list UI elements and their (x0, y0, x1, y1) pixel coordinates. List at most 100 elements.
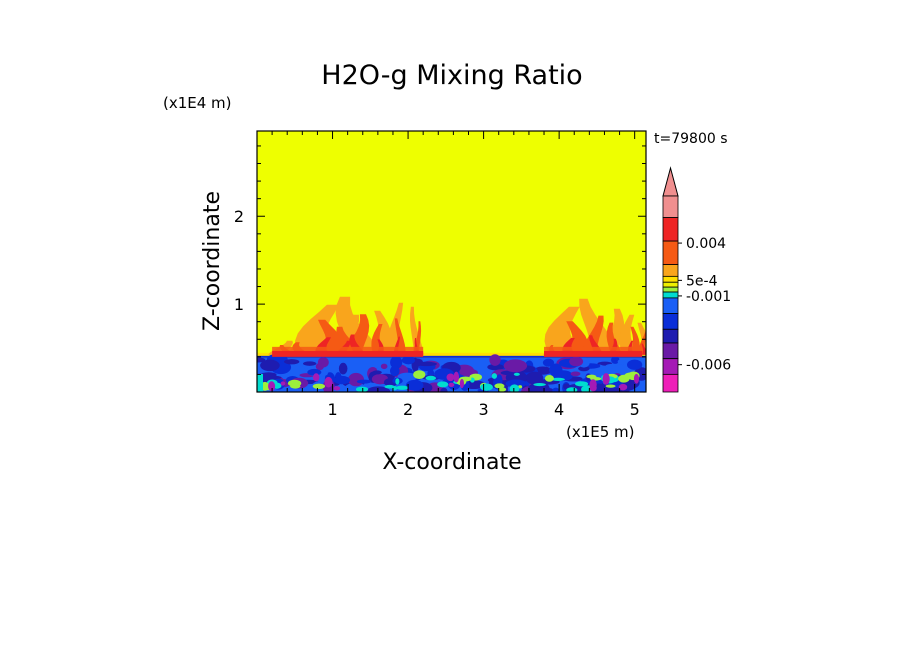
surface-cell (312, 383, 326, 390)
surface-cell-dark (602, 373, 610, 385)
plume-base (272, 350, 424, 357)
colorbar-segment (662, 342, 679, 360)
turbulence-cell (315, 362, 324, 371)
surface-cell-dark (459, 378, 465, 389)
colorbar-label: -0.006 (686, 358, 731, 374)
colorbar-segment (662, 286, 679, 293)
x-tick-label: 3 (479, 400, 489, 419)
colorbar-segment (662, 240, 679, 266)
surface-cell-dark (333, 386, 341, 391)
surface-cell (290, 383, 301, 389)
boundary-layer-top (257, 352, 646, 358)
surface-cell-dark (280, 381, 286, 386)
left-edge-band (257, 374, 263, 392)
plume-base (544, 350, 643, 357)
turbulence-cell (626, 359, 643, 370)
turbulence-cell (552, 387, 560, 392)
turbulence-cell (338, 362, 348, 375)
surface-cell (509, 384, 520, 392)
surface-cell (491, 373, 498, 379)
colorbar-segment (662, 297, 679, 315)
turbulence-cell (260, 359, 280, 372)
surface-cell-dark (589, 379, 597, 390)
colorbar-segment (662, 275, 679, 283)
surface-cell (544, 374, 554, 382)
plume-outer (544, 306, 586, 355)
surface-cell-dark (446, 373, 455, 382)
x-tick-label: 1 (327, 400, 337, 419)
plume-inner (412, 321, 422, 355)
turbulence-cell (258, 375, 282, 380)
plume-inner (564, 321, 589, 355)
turbulence-cell (348, 372, 364, 387)
turbulence-cell (570, 371, 581, 377)
plume-inner (580, 315, 604, 355)
turbulence-cell (405, 379, 424, 391)
chart-title: H2O-g Mixing Ratio (321, 60, 582, 91)
surface-cell-dark (312, 373, 320, 382)
turbulence-cell (505, 379, 527, 388)
turbulence-cell (503, 359, 528, 373)
plume-outer (410, 306, 424, 355)
turbulence-cell (380, 363, 388, 370)
turbulence-cell (389, 365, 400, 377)
colorbar-label: -0.001 (686, 289, 731, 305)
y-tick-label: 1 (234, 295, 244, 314)
surface-cell (533, 383, 546, 387)
x-axis-label: X-coordinate (382, 450, 521, 475)
colorbar-label: 0.004 (686, 236, 726, 252)
time-label: t=79800 s (654, 131, 728, 147)
turbulence-cell (605, 363, 624, 369)
colorbar-segment (662, 217, 679, 242)
colorbar-arrow (662, 166, 679, 197)
turbulence-cell (390, 355, 403, 369)
turbulence-cell (617, 358, 628, 365)
plot-frame (256, 130, 647, 393)
surface-cell (513, 372, 520, 376)
turbulence-cell (489, 354, 501, 366)
x-tick-label: 5 (630, 400, 640, 419)
surface-cell (437, 381, 449, 388)
colorbar-label: 5e-4 (686, 273, 718, 289)
x-tick-label: 4 (554, 400, 564, 419)
surface-cell (480, 383, 493, 391)
colorbar-segment (662, 373, 679, 393)
turbulence-cell (487, 363, 504, 371)
surface-cell (395, 385, 409, 390)
turbulence-cell (525, 371, 544, 385)
colorbar-segment (662, 313, 679, 330)
y-axis-label: Z-coordinate (200, 191, 225, 331)
turbulence-cell (356, 379, 372, 384)
surface-cell-dark (618, 383, 628, 391)
colorbar-segment (662, 281, 679, 288)
plume-inner (318, 319, 346, 355)
colorbar-segment (662, 328, 679, 344)
surface-cell-dark (268, 381, 276, 392)
turbulence-cell (284, 359, 300, 365)
plume-base-upper (544, 346, 643, 351)
surface-cell (425, 375, 437, 381)
colorbar-segment (662, 291, 679, 299)
surface-cell (355, 386, 369, 392)
surface-cell-dark (633, 373, 640, 384)
plume-inner (394, 318, 406, 355)
turbulence-cell (366, 389, 374, 392)
surface-cell (497, 387, 507, 392)
surface-cell-dark (448, 382, 455, 387)
surface-cell (618, 374, 630, 383)
y-tick-label: 2 (234, 207, 244, 226)
turbulence-cell (578, 366, 590, 372)
turbulence-cell (303, 361, 317, 366)
turbulence-cell (440, 387, 448, 392)
turbulence-cell (372, 370, 382, 375)
plume-outer (385, 302, 404, 355)
surface-cell (605, 384, 616, 388)
plume-outer (619, 314, 639, 355)
colorbar: 0.004 5e-4-0.001 -0.006 (662, 166, 731, 393)
colorbar-segment (662, 358, 679, 375)
surface-cell (494, 383, 505, 389)
turbulence-cell (333, 375, 351, 385)
y-scale-label: (x1E4 m) (163, 94, 232, 112)
surface-cell (413, 370, 426, 379)
